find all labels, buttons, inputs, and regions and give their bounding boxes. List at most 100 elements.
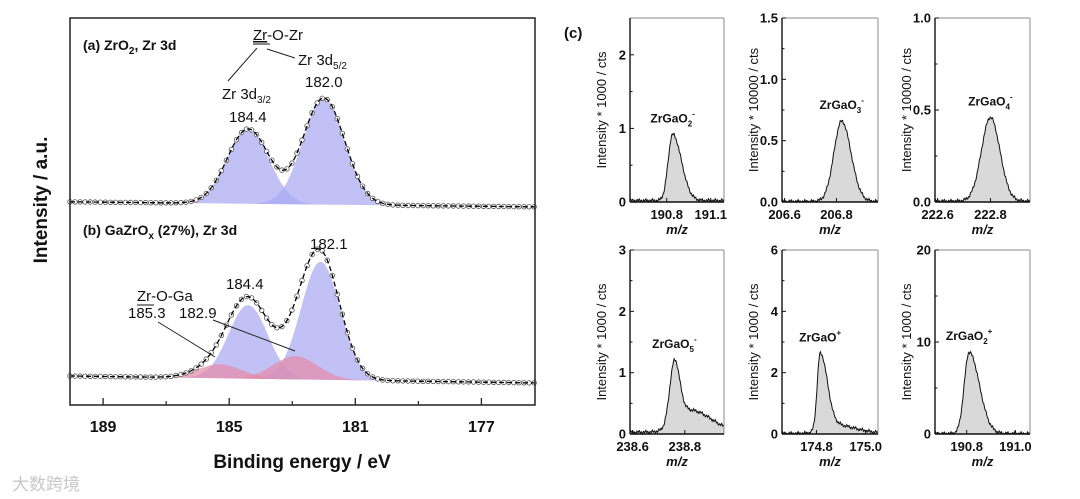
- x-tick-label: 175.0: [849, 439, 882, 454]
- ms-panel-1: 0 1 2 190.8 191.1 m/z Intensity * 1000 / cts Zr…: [594, 17, 728, 237]
- x-tick-label: 206.6: [768, 207, 801, 222]
- x-axis-label: Binding energy / eV: [213, 452, 391, 473]
- superscript: +: [988, 327, 993, 336]
- ion-label: ZrGaO2-: [650, 109, 695, 128]
- x-tick-label: 190.8: [950, 439, 983, 454]
- y-tick-label: 0.0: [760, 195, 778, 210]
- y-tick-label: 4: [771, 304, 779, 319]
- text-part: (a) ZrO: [83, 37, 129, 53]
- spectrum-line: [934, 350, 1031, 436]
- text-part: (27%), Zr 3d: [154, 222, 237, 238]
- data-point: [354, 173, 361, 179]
- text-part: ZrGaO: [650, 111, 687, 125]
- data-point: [339, 130, 346, 137]
- fit-component-182.1: [258, 261, 384, 381]
- y-tick-label: 0: [771, 427, 778, 442]
- x-tick-label: 190.8: [650, 207, 683, 222]
- ms-panel-3: 0.0 0.5 1.0 222.6 222.8m/z Intensity * 10000 …: [899, 11, 1031, 237]
- y-tick-label: 0.5: [913, 103, 931, 118]
- y-tick-label: 0: [924, 427, 931, 442]
- subscript: 2: [688, 119, 693, 128]
- peak-name-3d32: Zr 3d3/2: [222, 86, 271, 106]
- x-tick-label: 185: [216, 419, 243, 436]
- subscript: 5: [689, 345, 694, 354]
- y-tick-label: 6: [771, 243, 778, 258]
- data-point: [228, 146, 235, 153]
- x-tick-label: 174.8: [800, 439, 833, 454]
- data-point: [294, 293, 300, 299]
- text-part: Zr 3d: [222, 86, 257, 103]
- subscript: 3: [857, 106, 862, 115]
- superscript: -: [1010, 92, 1013, 101]
- text-part: (b) GaZrO: [83, 222, 148, 238]
- subscript: 2: [983, 337, 988, 346]
- x-axis-label: m/z: [666, 222, 688, 237]
- peak-name-3d52: Zr 3d5/2: [298, 52, 347, 72]
- superscript: +: [836, 328, 841, 337]
- x-axis-label: m/z: [819, 454, 841, 469]
- ion-label: ZrGaO+: [799, 328, 841, 344]
- text-part: ZrGaO: [819, 98, 856, 112]
- xps-panel-a: (a) ZrO2, Zr 3d: [67, 37, 537, 210]
- x-tick-label: 206.8: [820, 207, 853, 222]
- xps-frame: [69, 17, 536, 406]
- subscript: x: [148, 231, 154, 242]
- y-tick-label: 0: [619, 195, 626, 210]
- x-tick-label: 191.0: [999, 439, 1032, 454]
- leader-line: [157, 321, 216, 358]
- y-axis-label: Intensity * 10000 / cts: [899, 47, 914, 172]
- data-point: [349, 345, 356, 351]
- y-tick-label: 0.5: [760, 133, 778, 148]
- peak-area: [782, 120, 878, 202]
- ion-label: ZrGaO3-: [819, 96, 864, 115]
- y-tick-label: 0: [619, 427, 626, 442]
- underlined-zr: Zr: [137, 288, 151, 305]
- x-axis-label: m/z: [666, 454, 688, 469]
- data-point: [299, 277, 305, 284]
- peak-area: [630, 358, 724, 434]
- data-point: [304, 123, 310, 129]
- ms-panel-6: 0 10 20 190.8 191.0 m/z Intensity * 1000 / cts…: [899, 243, 1032, 470]
- peak-value: 184.4: [226, 276, 264, 293]
- x-tick-label: 181: [342, 419, 369, 436]
- zr-o-ga-label: Zr-O-Ga: [137, 288, 193, 305]
- underlined-zr: Zr: [253, 27, 267, 44]
- xps-panel-b: (b) GaZrOx (27%), Zr 3d: [67, 222, 537, 386]
- y-tick-label: 1.0: [913, 11, 931, 26]
- x-tick-label: 177: [468, 419, 495, 436]
- x-tick-label: 222.8: [974, 207, 1007, 222]
- data-point: [274, 325, 280, 331]
- subscript: 3/2: [257, 95, 271, 106]
- text-part: ZrGaO: [946, 329, 983, 343]
- y-axis-label: Intensity * 1000 / cts: [899, 283, 914, 401]
- subscript: 2: [129, 46, 135, 57]
- peak-area: [782, 351, 878, 434]
- y-tick-label: 10: [917, 335, 931, 350]
- text-part: ZrGaO: [652, 337, 689, 351]
- peak-area: [935, 117, 1030, 202]
- y-tick-label: 0.0: [913, 195, 931, 210]
- peak-area: [935, 351, 1030, 434]
- zr-o-zr-label: Zr-O-Zr: [253, 27, 303, 44]
- x-tick-label: 189: [90, 419, 117, 436]
- y-tick-label: 20: [917, 243, 931, 258]
- x-axis-label: m/z: [972, 222, 994, 237]
- spectrum-line: [934, 116, 1031, 204]
- x-tick-label: 191.1: [695, 207, 728, 222]
- ms-panel-4: 0 1 2 3 238.6 238.8m/z Intensity * 1000 / cts Z…: [594, 243, 725, 469]
- text-part: -O-Ga: [151, 288, 193, 305]
- peak-value: 184.4: [229, 109, 267, 126]
- y-axis-label: Intensity * 1000 / cts: [594, 283, 609, 401]
- data-point: [218, 168, 224, 174]
- x-tick-label: 238.6: [616, 439, 649, 454]
- peak-value: 182.1: [310, 236, 348, 253]
- text-part: -O-Zr: [267, 27, 303, 44]
- panel-title: (b) GaZrOx (27%), Zr 3d: [83, 222, 237, 242]
- spectrum-line: [629, 132, 725, 204]
- superscript: -: [861, 96, 864, 105]
- y-axis-label: Intensity * 10000 / cts: [746, 47, 761, 172]
- x-tick-label: 222.6: [921, 207, 954, 222]
- peak-value: 182.9: [179, 305, 217, 322]
